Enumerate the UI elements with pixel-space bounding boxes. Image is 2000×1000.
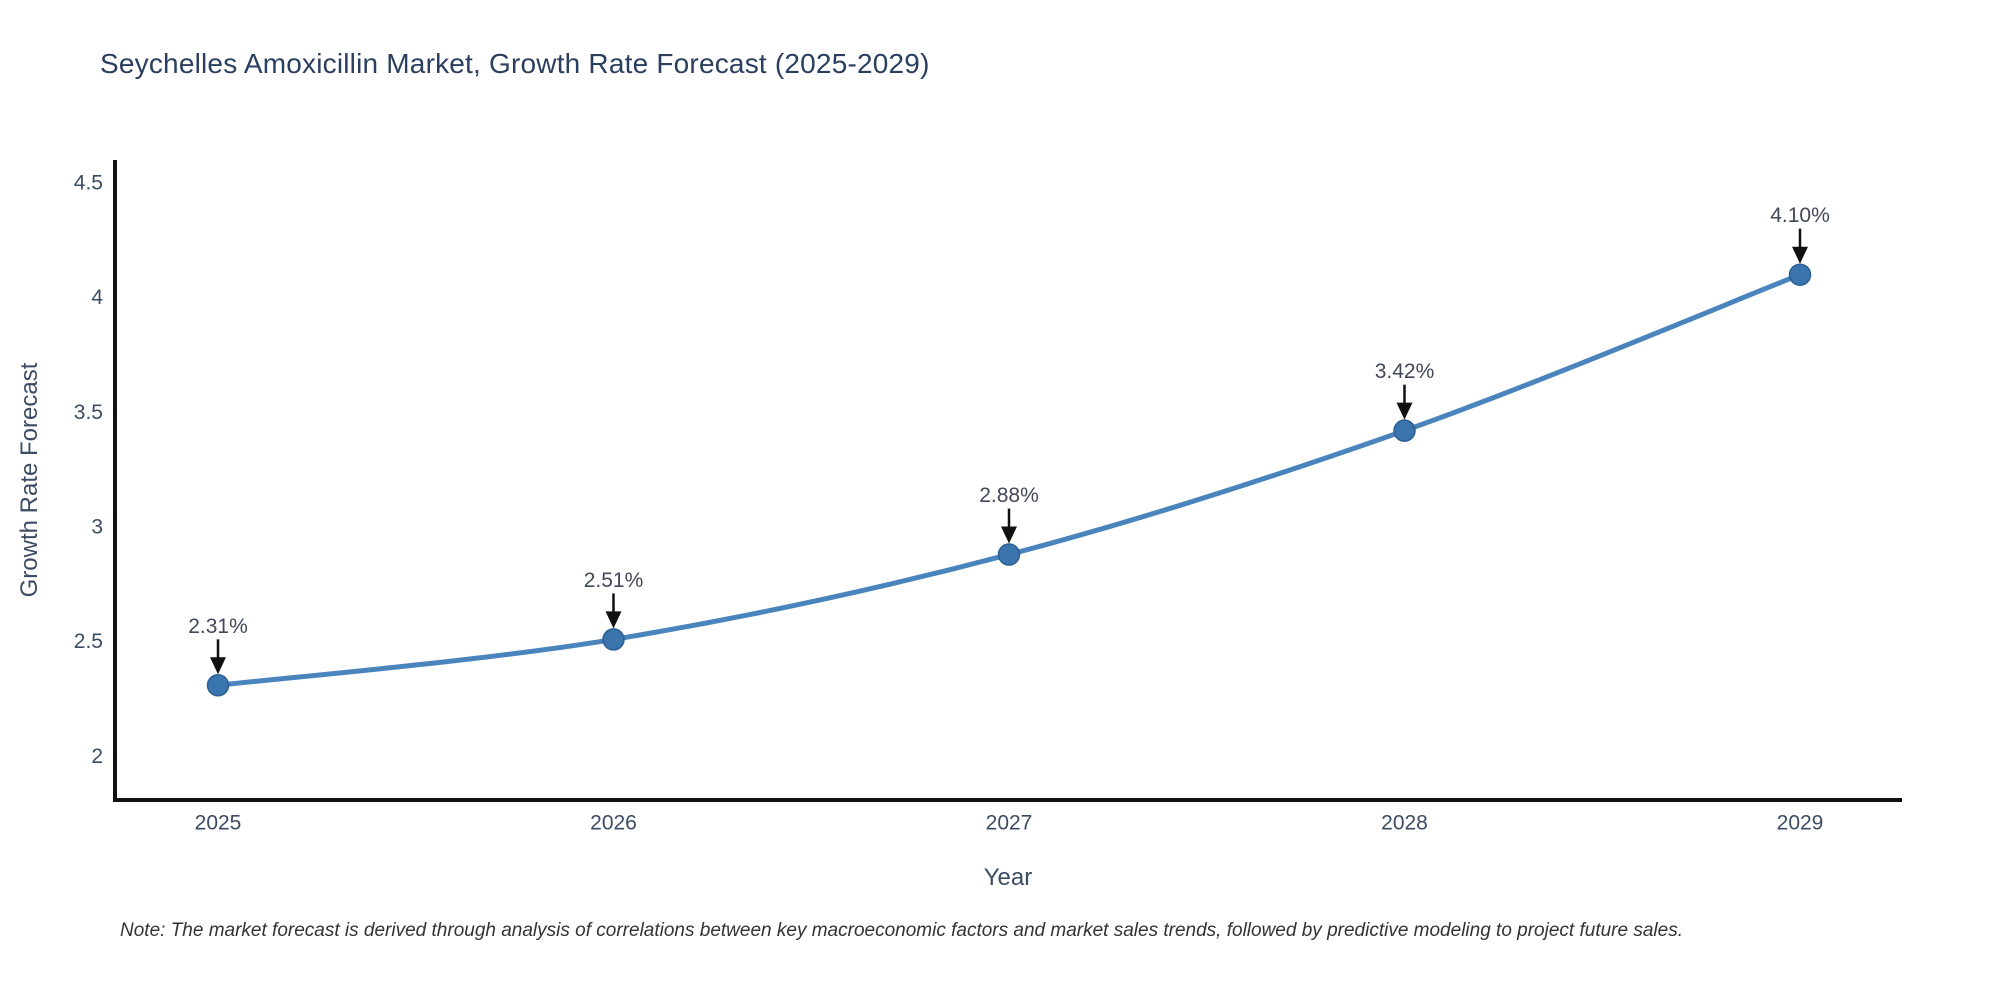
x-tick-label: 2025 <box>195 812 242 835</box>
x-tick-label: 2027 <box>986 812 1033 835</box>
data-point-label: 3.42% <box>1375 360 1435 383</box>
data-point-marker <box>1393 419 1416 442</box>
y-tick-label: 2.5 <box>74 630 103 653</box>
annotation-arrow-head <box>605 611 622 629</box>
annotation-arrow-head <box>210 657 226 675</box>
data-point-label: 2.88% <box>979 484 1039 507</box>
y-tick-label: 4.5 <box>74 171 103 194</box>
y-axis-title: Growth Rate Forecast <box>16 362 43 598</box>
data-point-marker <box>206 674 230 697</box>
x-tick-label: 2029 <box>1777 812 1824 835</box>
data-point-label: 2.51% <box>584 569 644 592</box>
y-tick-label: 3 <box>91 516 103 539</box>
chart-title: Seychelles Amoxicillin Market, Growth Ra… <box>100 48 930 79</box>
data-point-label: 2.31% <box>188 615 248 638</box>
y-tick-label: 3.5 <box>74 401 103 424</box>
forecast-line <box>215 272 1803 688</box>
annotation-arrow-head <box>1396 402 1413 420</box>
data-point-label: 4.10% <box>1770 204 1830 227</box>
annotation-arrow-head <box>1001 526 1017 544</box>
x-axis-title: Year <box>983 864 1033 891</box>
y-tick-label: 2 <box>91 745 103 768</box>
data-point-marker <box>602 628 625 651</box>
x-tick-label: 2028 <box>1381 812 1428 835</box>
x-tick-label: 2026 <box>590 812 637 835</box>
data-point-marker <box>997 543 1021 566</box>
data-point-marker <box>1788 263 1812 286</box>
annotation-arrow-head <box>1792 246 1808 264</box>
chart-footnote: Note: The market forecast is derived thr… <box>120 920 1683 941</box>
y-tick-label: 4 <box>91 286 103 309</box>
